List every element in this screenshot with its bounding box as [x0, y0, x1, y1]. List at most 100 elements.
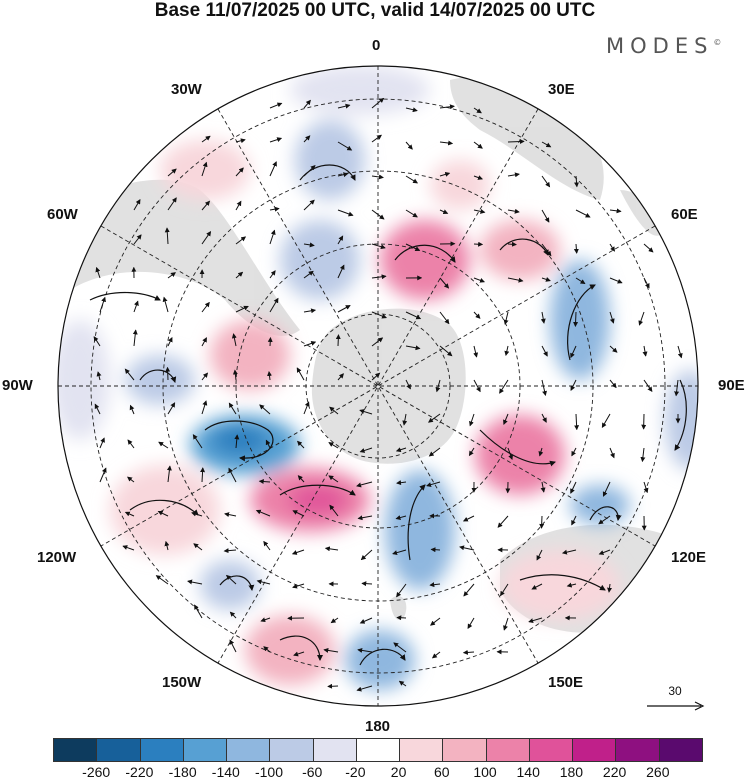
wind-vector [133, 300, 139, 313]
wind-vector [329, 504, 339, 517]
colorbar-tick-label: 140 [516, 764, 540, 780]
wind-streamlines [89, 164, 687, 666]
wind-vector [337, 373, 344, 381]
wind-vector [122, 545, 135, 551]
anomaly-low [200, 560, 260, 610]
wind-vector [235, 305, 249, 313]
wind-vector [166, 465, 172, 483]
wind-vector [371, 97, 385, 109]
colorbar-bin [182, 739, 227, 761]
brand-mark: © [713, 38, 722, 47]
wind-vector [504, 345, 510, 357]
wind-vector [428, 447, 441, 457]
wind-vector [573, 311, 579, 328]
colorbar-tick-label: -140 [211, 764, 240, 780]
wind-vector [132, 329, 138, 347]
wind-vector [303, 165, 316, 177]
wind-vector [439, 345, 453, 357]
wind-vector [357, 647, 373, 653]
wind-vector [531, 583, 543, 590]
wind-vector [371, 174, 384, 180]
wind-vector [324, 546, 339, 552]
meridian-line [100, 225, 656, 547]
wind-vector [133, 234, 142, 245]
wind-vector [473, 241, 484, 247]
colorbar-tick-label: 220 [602, 764, 627, 780]
wind-vector [402, 413, 408, 426]
wind-vector [405, 175, 419, 184]
wind-vector [337, 235, 344, 245]
wind-vector [503, 311, 509, 325]
wind-vector [201, 301, 210, 313]
wind-vector [539, 515, 545, 529]
wind-vector [263, 646, 271, 653]
wind-vector [228, 467, 237, 483]
wind-vector [638, 311, 645, 326]
wind-vector [541, 209, 550, 223]
wind-vector [405, 107, 418, 113]
anomaly-high [480, 220, 560, 280]
wind-vector [507, 277, 524, 283]
longitude-label-90w: 90W [2, 377, 33, 394]
wind-vector [609, 447, 615, 459]
wind-vector [500, 583, 509, 597]
streamline [204, 420, 274, 462]
wind-vector [162, 296, 169, 313]
wind-vector [267, 370, 272, 381]
anomaly-low [570, 485, 630, 525]
wind-vector [428, 413, 441, 423]
colorbar-tick-label: 260 [646, 764, 670, 780]
streamline [394, 244, 456, 263]
wind-vector [405, 209, 418, 218]
wind-vector [371, 274, 387, 280]
streamline [359, 648, 406, 666]
colorbar-tick-label: -260 [82, 764, 111, 780]
wind-vector [265, 439, 271, 449]
wind-vector [256, 579, 271, 585]
wind-vector [463, 583, 475, 597]
anomaly-low [280, 220, 360, 300]
wind-vector [459, 545, 475, 551]
streamline [567, 284, 596, 361]
wind-vector [356, 685, 373, 692]
colorbar-bin [54, 739, 97, 761]
wind-vector [194, 604, 203, 619]
wind-vector [269, 206, 280, 212]
wind-vector [99, 467, 107, 483]
wind-vector [263, 540, 271, 551]
wind-vector [473, 277, 485, 283]
wind-vector [643, 243, 654, 253]
anomaly-high [245, 615, 335, 685]
wind-vector [371, 337, 384, 347]
wind-vector [360, 549, 373, 561]
wind-vector [337, 209, 354, 217]
reference-vector-label: 30 [668, 684, 682, 698]
wind-vector [129, 404, 135, 415]
wind-vector [429, 582, 441, 588]
longitude-label-90e: 90E [718, 377, 745, 394]
wind-vector [127, 439, 135, 449]
wind-vector [361, 581, 373, 587]
wind-vector [228, 402, 237, 415]
wind-vector [292, 510, 305, 517]
wind-vector [570, 379, 577, 391]
wind-vector [327, 683, 339, 689]
wind-vector [200, 467, 206, 483]
wind-vector [674, 379, 680, 397]
wind-vector [124, 511, 135, 517]
colorbar-tick-label: 180 [559, 764, 584, 780]
wind-vector [598, 515, 611, 525]
wind-vector [224, 512, 237, 518]
wind-vector [99, 296, 106, 313]
wind-vector [371, 311, 387, 319]
wind-vector [642, 345, 648, 357]
wind-vector [507, 241, 517, 247]
wind-vector [328, 475, 339, 483]
wind-vector [540, 311, 546, 324]
wind-vector [541, 243, 552, 257]
wind-vector [571, 447, 577, 457]
wind-vector [602, 481, 611, 497]
wind-vector [499, 379, 509, 394]
wind-vectors [93, 97, 683, 692]
brand-name: MODES [606, 34, 714, 58]
